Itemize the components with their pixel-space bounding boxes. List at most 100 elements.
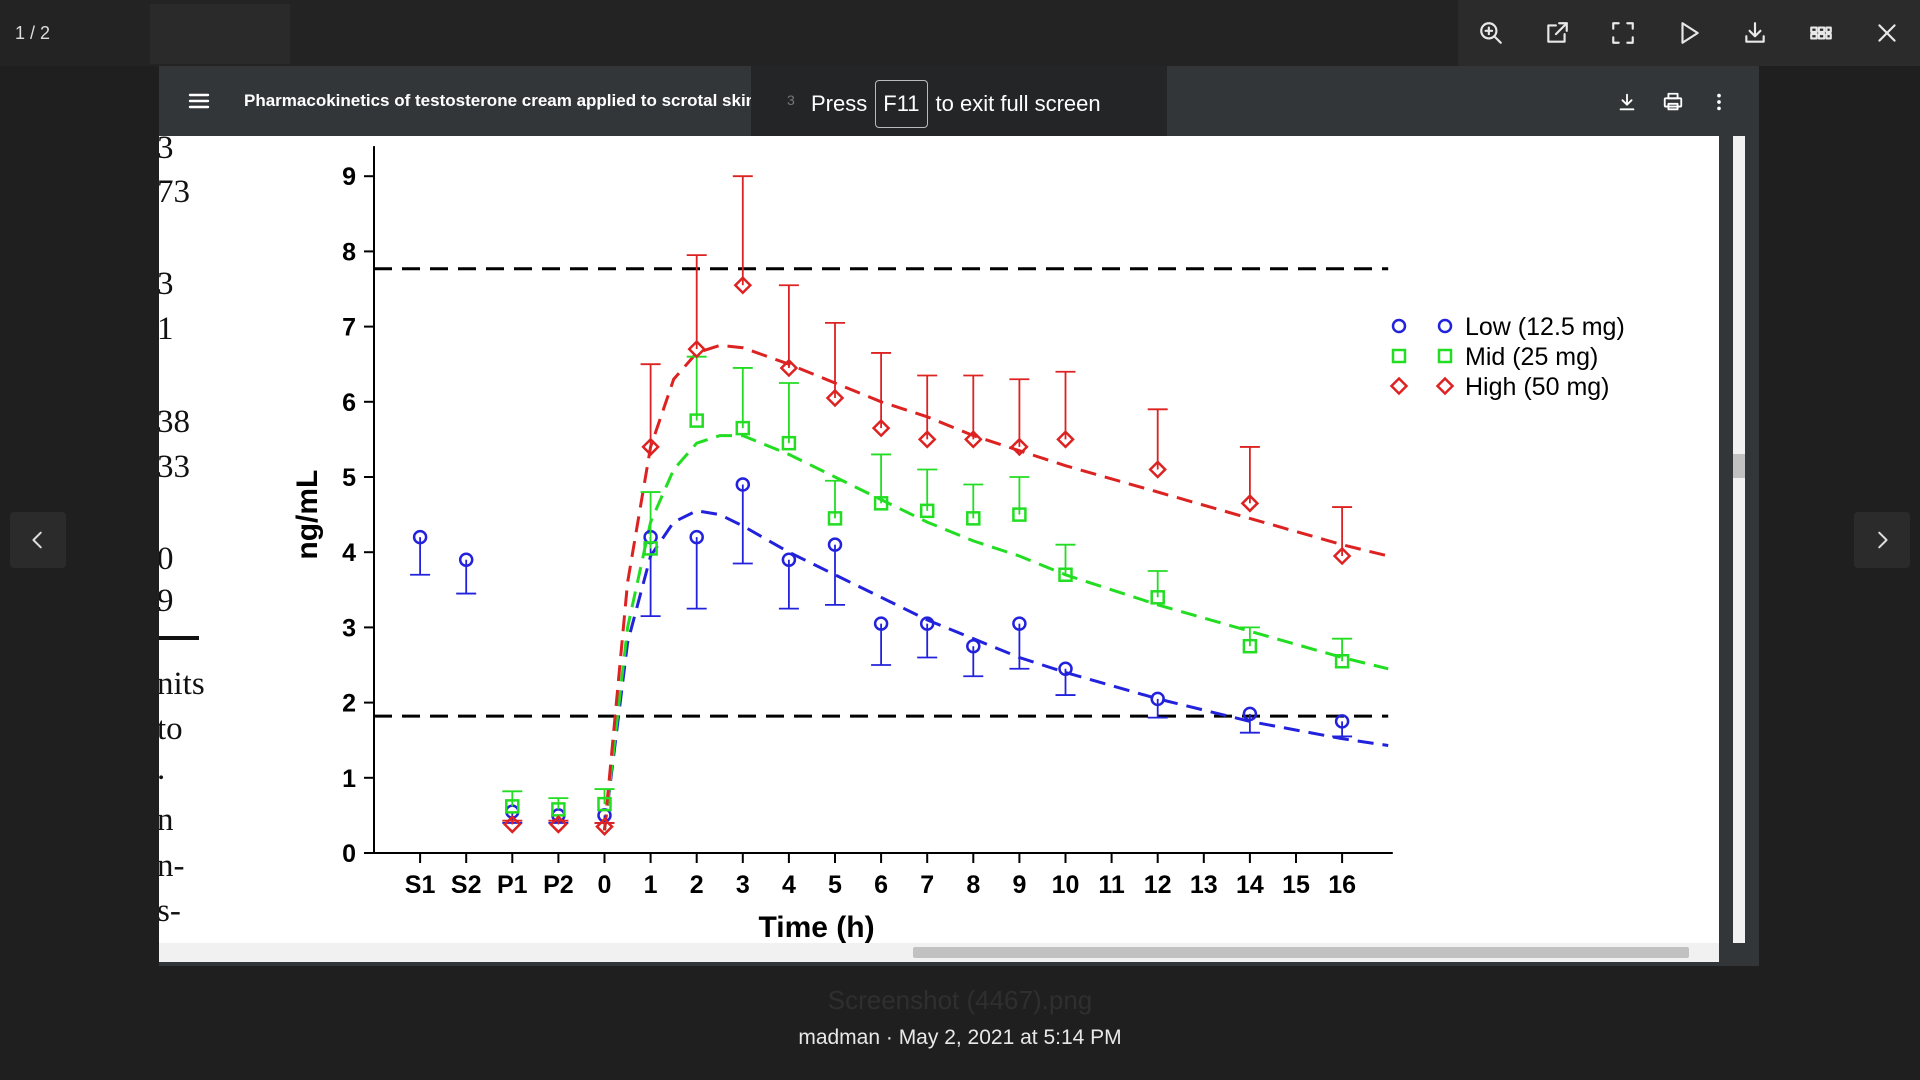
y-tick-label: 4: [342, 539, 356, 567]
data-point: [1334, 653, 1350, 669]
data-point: [1012, 616, 1027, 631]
pdf-download-button[interactable]: [1607, 82, 1647, 122]
data-point: [1242, 638, 1258, 654]
x-tick-label: 12: [1144, 871, 1172, 899]
data-point: [781, 435, 797, 451]
data-point: [643, 541, 658, 556]
image-caption: madman · May 2, 2021 at 5:14 PM: [798, 1026, 1122, 1049]
notice-key: F11: [875, 80, 928, 128]
side-line: 73: [159, 174, 190, 210]
more-options-button[interactable]: [1699, 82, 1739, 122]
zoom-in-button[interactable]: [1471, 13, 1511, 53]
banner-page-number: 3: [787, 92, 795, 108]
open-external-icon: [1547, 22, 1568, 43]
close-button[interactable]: [1867, 13, 1907, 53]
data-point: [733, 275, 753, 295]
x-tick-label: P1: [497, 871, 528, 899]
data-point: [919, 616, 935, 631]
x-tick-label: 1: [644, 871, 658, 899]
side-line: to: [159, 711, 183, 747]
data-point: [735, 477, 751, 492]
hamburger-icon: [188, 93, 210, 109]
data-point: [641, 437, 660, 457]
slideshow-button[interactable]: [1669, 13, 1709, 53]
scroll-thumb[interactable]: [913, 947, 1689, 958]
data-point: [871, 418, 891, 438]
filename-label: Screenshot (4467).png: [827, 985, 1093, 1015]
data-point: [458, 552, 474, 567]
data-point: [1012, 507, 1027, 522]
y-tick-label: 9: [342, 163, 356, 191]
fullscreen-button[interactable]: [1603, 13, 1643, 53]
top-bar: 1 / 2: [0, 0, 1920, 66]
data-point: [1242, 706, 1258, 722]
close-icon: [1878, 24, 1896, 42]
data-point: [919, 503, 935, 519]
data-point: [827, 537, 843, 552]
download-icon: [1745, 22, 1765, 43]
side-line: .: [159, 751, 165, 788]
data-point: [505, 799, 520, 814]
scroll-track: [1733, 136, 1745, 943]
data-point: [873, 496, 889, 511]
grid-view-button[interactable]: [1801, 13, 1841, 53]
x-tick-label: 8: [966, 871, 980, 899]
data-point: [595, 817, 614, 836]
data-point: [735, 420, 751, 436]
vertical-scrollbar[interactable]: [1719, 136, 1759, 943]
download-button[interactable]: [1735, 13, 1775, 53]
side-line: nits: [159, 666, 205, 702]
play-icon: [1681, 22, 1699, 44]
data-point: [825, 388, 845, 408]
y-tick-label: 2: [342, 690, 356, 718]
horizontal-scrollbar[interactable]: [159, 943, 1719, 962]
legend-label: Mid (25 mg): [1465, 343, 1598, 371]
data-point: [1058, 567, 1073, 583]
page-counter: 1 / 2: [15, 23, 51, 43]
x-tick-label: 16: [1328, 871, 1356, 899]
data-point: [1240, 494, 1260, 513]
legend-marker: [1391, 318, 1407, 334]
side-rule: [159, 636, 199, 640]
side-line: n-: [159, 848, 185, 884]
background-thumbnail: [150, 4, 290, 64]
data-point: [1148, 460, 1167, 479]
y-tick-label: 0: [342, 840, 356, 868]
legend-marker: [1437, 318, 1453, 334]
data-point: [781, 552, 797, 567]
scroll-thumb[interactable]: [1733, 454, 1745, 478]
side-line: 33: [159, 449, 190, 485]
x-tick-label: S2: [451, 871, 482, 899]
x-tick-label: 10: [1052, 871, 1080, 899]
menu-button[interactable]: [187, 89, 211, 113]
data-point: [597, 796, 612, 812]
legend-marker: [1389, 376, 1409, 396]
x-tick-label: 6: [874, 871, 888, 899]
fit-curve: [603, 434, 1389, 831]
x-tick-label: 3: [736, 871, 750, 899]
y-tick-label: 8: [342, 238, 356, 266]
x-tick-label: 7: [920, 871, 934, 899]
previous-button[interactable]: [10, 512, 66, 568]
print-button[interactable]: [1653, 82, 1693, 122]
side-line: s-: [159, 893, 181, 929]
data-point: [689, 529, 704, 545]
pdf-actions: [1607, 82, 1739, 122]
zoom-in-icon: [1480, 22, 1502, 44]
data-point: [964, 430, 983, 449]
data-point: [687, 339, 706, 359]
next-button[interactable]: [1854, 512, 1910, 568]
data-point: [917, 430, 937, 449]
x-tick-label: 5: [828, 871, 842, 899]
legend-marker: [1391, 348, 1407, 364]
grid-icon: [1810, 26, 1832, 40]
data-point: [966, 511, 981, 526]
data-point: [827, 511, 843, 526]
open-external-button[interactable]: [1537, 13, 1577, 53]
printer-icon: [1663, 92, 1683, 111]
y-tick-label: 1: [342, 765, 356, 793]
x-tick-label: 0: [598, 871, 612, 899]
x-tick-label: S1: [405, 871, 436, 899]
data-point: [1334, 714, 1350, 729]
